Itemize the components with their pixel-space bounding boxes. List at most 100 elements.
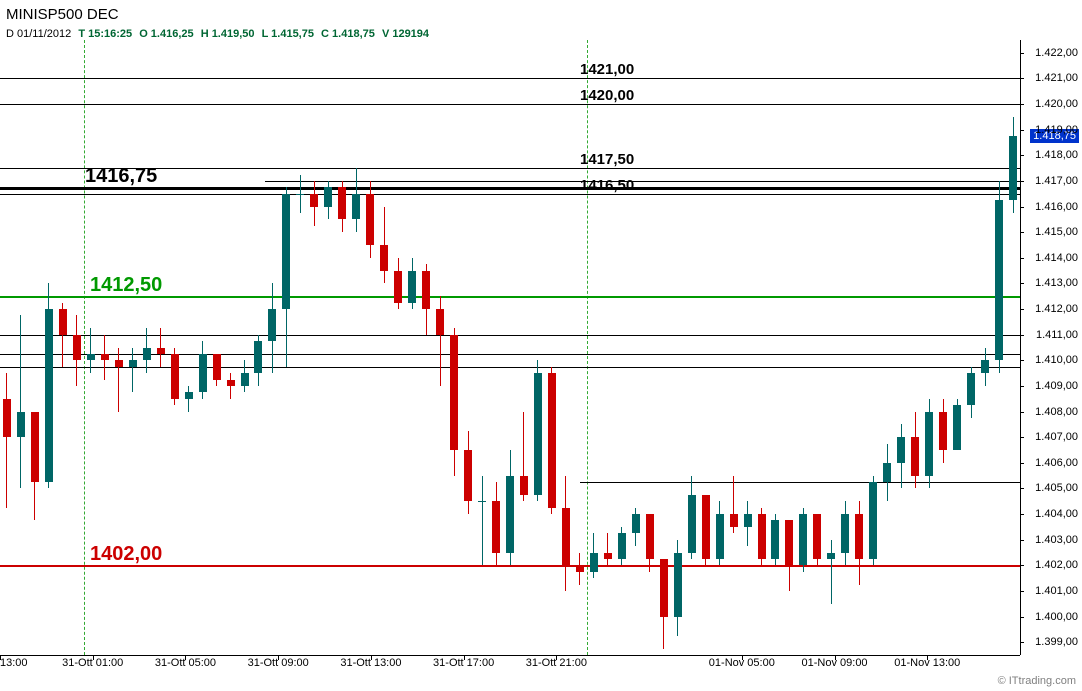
session-break-line	[84, 40, 85, 655]
y-tick-label: 1.421,00	[1035, 72, 1078, 84]
candle-body	[590, 553, 598, 572]
candle-body	[338, 187, 346, 219]
y-tick-label: 1.406,00	[1035, 457, 1078, 469]
candle-body	[925, 412, 933, 476]
price-level-line	[0, 104, 1020, 105]
x-tick-label: 31-Ott 05:00	[155, 657, 216, 669]
x-tick-label: 31-Ott 09:00	[248, 657, 309, 669]
candle-body	[101, 354, 109, 360]
y-tick-label: 1.400,00	[1035, 611, 1078, 623]
candle-body	[562, 508, 570, 566]
chart-container: MINISP500 DEC D 01/11/2012 T 15:16:25 O …	[0, 0, 1082, 691]
candle-body	[408, 271, 416, 303]
y-tick-label: 1.422,00	[1035, 47, 1078, 59]
y-tick-label: 1.407,00	[1035, 431, 1078, 443]
y-tick	[1020, 488, 1024, 489]
y-tick	[1020, 104, 1024, 105]
y-tick-label: 1.409,00	[1035, 380, 1078, 392]
candle-body	[199, 354, 207, 392]
y-tick-label: 1.404,00	[1035, 508, 1078, 520]
y-tick	[1020, 565, 1024, 566]
y-tick	[1020, 78, 1024, 79]
session-break-line	[587, 40, 588, 655]
y-tick-label: 1.411,00	[1036, 329, 1078, 341]
y-tick	[1020, 591, 1024, 592]
y-tick-label: 1.402,00	[1035, 559, 1078, 571]
y-tick-label: 1.419,00	[1035, 124, 1078, 136]
candle-body	[324, 187, 332, 206]
candle-body	[506, 476, 514, 553]
price-level-line	[0, 335, 1020, 336]
price-level-line	[0, 367, 1020, 368]
y-tick	[1020, 617, 1024, 618]
candle-wick	[90, 328, 91, 373]
y-tick-label: 1.399,00	[1035, 636, 1078, 648]
candle-body	[394, 271, 402, 303]
candle-body	[436, 309, 444, 335]
price-level-line	[0, 194, 1020, 195]
candle-body	[758, 514, 766, 559]
candle-body	[953, 405, 961, 450]
y-tick-label: 1.414,00	[1035, 252, 1078, 264]
candle-body	[981, 360, 989, 373]
y-tick-label: 1.420,00	[1035, 98, 1078, 110]
price-level-label: 1412,50	[90, 274, 162, 297]
candle-body	[813, 514, 821, 559]
candle-body	[534, 373, 542, 495]
candle-body	[520, 476, 528, 495]
y-tick-label: 1.415,00	[1035, 226, 1078, 238]
candle-body	[213, 354, 221, 380]
candle-wick	[831, 540, 832, 604]
x-tick-label: 31-Ott 21:00	[526, 657, 587, 669]
y-tick-label: 1.403,00	[1035, 534, 1078, 546]
y-tick-label: 1.410,00	[1035, 354, 1078, 366]
x-tick-label: 31-Ott 13:00	[340, 657, 401, 669]
candle-body	[841, 514, 849, 552]
price-level-label: 1402,00	[90, 543, 162, 566]
y-tick	[1020, 335, 1024, 336]
candle-body	[618, 533, 626, 559]
candle-body	[702, 495, 710, 559]
candle-body	[380, 245, 388, 271]
candle-body	[869, 482, 877, 559]
candle-body	[464, 450, 472, 501]
candle-body	[241, 373, 249, 386]
y-tick	[1020, 130, 1024, 131]
candle-body	[3, 399, 11, 437]
candle-body	[785, 520, 793, 565]
candle-body	[310, 194, 318, 207]
candle-body	[422, 271, 430, 309]
candle-body	[185, 392, 193, 398]
watermark: © ITtrading.com	[998, 675, 1076, 687]
price-level-line	[0, 78, 1020, 79]
price-level-line	[0, 354, 1020, 355]
candle-body	[827, 553, 835, 559]
candle-body	[31, 412, 39, 482]
candle-body	[716, 514, 724, 559]
y-axis	[1020, 40, 1021, 655]
candle-body	[939, 412, 947, 450]
y-tick-label: 1.416,00	[1035, 201, 1078, 213]
candle-body	[268, 309, 276, 341]
candle-body	[352, 194, 360, 220]
candle-body	[254, 341, 262, 373]
price-level-line	[265, 181, 1020, 182]
x-tick-label: 01-Nov 09:00	[802, 657, 868, 669]
price-level-label: 1416,50	[580, 177, 634, 194]
candle-wick	[118, 348, 119, 412]
y-tick-label: 1.408,00	[1035, 406, 1078, 418]
candle-body	[799, 514, 807, 565]
candle-body	[855, 514, 863, 559]
y-tick	[1020, 642, 1024, 643]
y-tick-label: 1.418,00	[1035, 149, 1078, 161]
y-tick	[1020, 283, 1024, 284]
candle-body	[59, 309, 67, 335]
y-tick-label: 1.405,00	[1035, 482, 1078, 494]
candle-body	[646, 514, 654, 559]
candle-wick	[6, 373, 7, 508]
chart-plot-area[interactable]: 1421,001420,001417,501416,751416,501412,…	[0, 0, 1082, 691]
candle-body	[492, 501, 500, 552]
y-tick	[1020, 309, 1024, 310]
x-tick-label: 31-Ott 01:00	[62, 657, 123, 669]
y-tick	[1020, 463, 1024, 464]
